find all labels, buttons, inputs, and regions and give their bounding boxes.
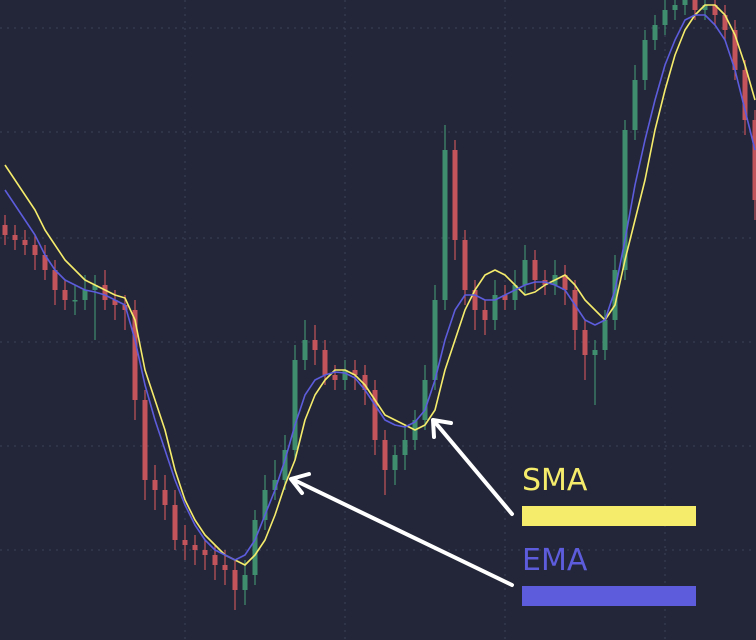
candle-body [632,80,638,130]
arrow-sma [432,419,514,516]
legend: SMA EMA [522,463,696,606]
candle-body [232,570,238,590]
candle-body [562,275,568,290]
candle-body [102,285,108,300]
candle-body [732,30,738,70]
candle-body [42,255,48,270]
candle-body [642,40,648,80]
candle-body [22,240,28,245]
candle-body [462,240,468,290]
candle-body [702,5,708,10]
candle-body [582,330,588,355]
candle-body [712,5,718,15]
candle-body [72,300,78,302]
candle-body [452,150,458,240]
candle-body [532,260,538,280]
candle-body [422,380,428,420]
candle-body [262,490,268,520]
candle-body [722,15,728,30]
candle-body [602,320,608,350]
candle-body [12,235,18,240]
candle-body [242,575,248,590]
candle-body [202,550,208,555]
candle-body [292,360,298,450]
candle-body [512,285,518,300]
arrows [289,418,514,587]
ma-line [4,14,756,561]
candle-body [32,245,38,255]
candle-body [572,290,578,330]
candle-body [682,0,688,5]
candle-body [662,10,668,25]
candle-body [332,375,338,380]
arrow-ema [290,477,514,587]
candle-body [222,565,228,570]
candle-body [492,295,498,320]
candle-body [92,285,98,290]
candle-body [132,310,138,400]
candle-body [252,520,258,575]
candle-body [362,375,368,390]
candle-body [402,440,408,455]
candle-body [522,260,528,285]
candle-body [672,5,678,10]
candle-body [192,545,198,550]
candle-body [432,300,438,380]
candle-body [212,555,218,565]
candle-body [112,300,118,305]
candle-body [152,480,158,490]
candle-body [52,270,58,290]
candle-body [692,0,698,10]
candle-body [752,120,756,200]
candles [2,0,756,610]
legend-label: EMA [522,543,588,578]
candle-body [322,350,328,375]
candle-body [282,450,288,480]
candle-body [82,290,88,300]
legend-swatch [522,506,696,526]
candle-body [142,400,148,480]
candle-body [352,370,358,375]
candle-body [652,25,658,40]
candle-body [312,340,318,350]
candle-body [622,130,628,270]
candle-body [172,505,178,540]
arrow-head [289,472,311,495]
candle-body [372,390,378,440]
candle-body [502,295,508,300]
arrow-head [431,418,453,439]
candle-body [742,70,748,120]
candle-body [612,270,618,320]
candle-body [382,440,388,470]
ma-line [4,4,756,566]
candle-body [62,290,68,300]
candle-body [272,480,278,490]
candle-body [162,490,168,505]
candle-body [2,225,8,235]
candle-body [392,455,398,470]
candle-body [302,340,308,360]
candle-body [342,370,348,380]
candle-body [182,540,188,545]
legend-label: SMA [522,463,588,498]
candle-body [442,150,448,300]
candle-body [592,350,598,355]
candle-body [482,310,488,320]
candle-body [472,290,478,310]
legend-swatch [522,586,696,606]
moving-averages [4,4,756,566]
